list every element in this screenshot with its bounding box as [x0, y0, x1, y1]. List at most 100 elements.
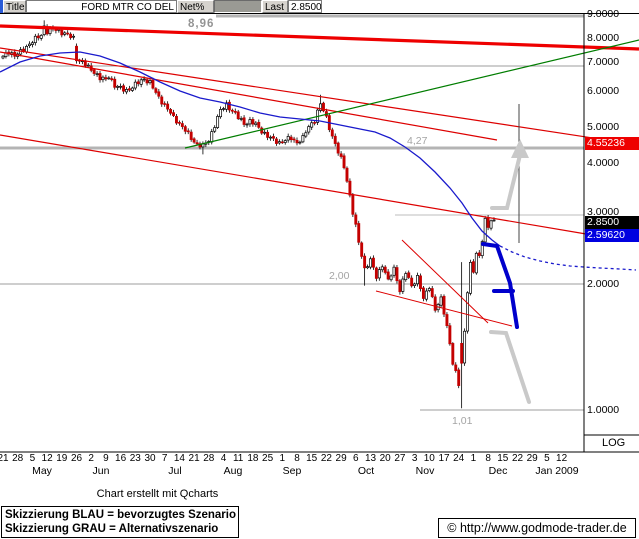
- week-tick-label: 4: [220, 453, 227, 464]
- candle-body: [421, 287, 425, 299]
- candle-body: [101, 76, 105, 81]
- candle-body: [304, 132, 308, 137]
- last-button[interactable]: Last: [262, 0, 288, 13]
- week-tick-label: 9: [103, 453, 109, 464]
- candle-body: [104, 77, 108, 80]
- trend-line-major-downtrend: [0, 24, 639, 51]
- candle-body: [33, 35, 37, 44]
- candle-body: [286, 136, 290, 141]
- candle-body: [245, 123, 249, 126]
- week-tick-label: 1: [470, 453, 477, 464]
- price-badge: 2.8500: [585, 216, 639, 229]
- week-tick-label: 15: [497, 453, 509, 464]
- candle-body: [307, 126, 311, 133]
- candle-body: [451, 343, 455, 365]
- candle-body: [433, 296, 437, 311]
- week-tick-label: 6: [353, 453, 359, 464]
- candle-body: [142, 78, 146, 81]
- candle-body: [369, 258, 372, 268]
- month-label: Jan 2009: [535, 465, 579, 477]
- candle-body: [398, 280, 402, 293]
- price-label: 7.0000: [587, 56, 620, 68]
- candle-body: [107, 77, 111, 80]
- candles: [1, 20, 496, 409]
- candle-body: [348, 180, 352, 196]
- week-tick-label: 20: [379, 453, 391, 464]
- candle-body: [322, 102, 325, 112]
- candle-body: [251, 119, 255, 125]
- candle-body: [248, 119, 252, 125]
- candle-body: [442, 295, 446, 315]
- last-value-field[interactable]: 2.8500: [288, 0, 322, 13]
- level-annotation: 2,00: [329, 270, 350, 282]
- candle-body: [175, 115, 178, 124]
- candle-body: [257, 121, 261, 128]
- moving-average-line: [0, 51, 501, 247]
- trend-line-support-ascending: [184, 39, 639, 149]
- week-tick-label: 5: [544, 453, 550, 464]
- legend-blue-scenario: Skizzierung BLAU = bevorzugtes Szenario: [5, 509, 237, 521]
- candle-body: [195, 142, 199, 145]
- candle-body: [130, 87, 134, 91]
- candle-body: [183, 126, 187, 132]
- candle-body: [92, 69, 96, 74]
- log-scale-label: LOG: [602, 437, 626, 449]
- gray-scenario-arrow: [490, 153, 522, 210]
- candle-body: [477, 252, 481, 256]
- moving-average-projection: [499, 245, 637, 271]
- toolbar: Title FORD MTR CO DEL Net% Last 2.8500: [0, 0, 639, 14]
- candle-body: [419, 275, 422, 289]
- blue-scenario-sketch: [481, 242, 519, 329]
- candle-body: [254, 122, 258, 126]
- candle-body: [427, 288, 431, 291]
- candle-body: [127, 88, 131, 91]
- candle-body: [133, 81, 137, 89]
- candle-body: [439, 296, 443, 306]
- candle-body: [277, 141, 281, 144]
- week-tick-label: 24: [453, 453, 465, 464]
- title-button[interactable]: Title: [3, 0, 26, 13]
- candle-body: [283, 140, 287, 143]
- candle-body: [289, 136, 293, 140]
- candle-body: [313, 122, 317, 124]
- gray-scenario-arrowhead: [511, 139, 529, 158]
- price-badge: 2.59620: [585, 229, 639, 242]
- candle-body: [272, 136, 275, 139]
- candle-body: [483, 217, 487, 243]
- copyright-link[interactable]: © http://www.godmode-trader.de: [438, 518, 636, 538]
- window-edge: [0, 0, 3, 13]
- candle-body: [492, 219, 496, 222]
- candle-body: [166, 103, 170, 110]
- candle-body: [386, 271, 390, 280]
- chart-credit: Chart erstellt mit Qcharts: [96, 488, 219, 500]
- week-tick-label: 13: [364, 453, 377, 464]
- candle-body: [410, 277, 414, 287]
- candle-body: [274, 138, 278, 144]
- week-tick-label: 29: [526, 453, 538, 464]
- week-tick-label: 11: [232, 453, 244, 464]
- candle-body: [169, 109, 173, 114]
- week-tick-label: 18: [247, 453, 259, 464]
- week-tick-label: 10: [423, 453, 435, 464]
- candle-body: [395, 267, 399, 282]
- trend-line-wedge-upper: [401, 239, 489, 324]
- candle-body: [216, 116, 220, 128]
- month-label: Aug: [223, 465, 243, 477]
- candle-body: [36, 35, 40, 39]
- month-label: Jul: [168, 465, 182, 477]
- net-percent-button[interactable]: Net%: [177, 0, 214, 13]
- candle-body: [66, 32, 70, 35]
- candle-body: [145, 79, 149, 84]
- candle-body: [157, 91, 161, 97]
- candle-body: [148, 80, 152, 84]
- symbol-field[interactable]: FORD MTR CO DEL: [26, 0, 177, 13]
- candle-body: [210, 131, 214, 143]
- candle-body: [39, 35, 43, 39]
- candle-body: [469, 262, 472, 294]
- candle-body: [445, 314, 449, 327]
- candle-body: [213, 127, 217, 132]
- price-label: 2.0000: [587, 278, 620, 290]
- candle-body: [448, 325, 452, 345]
- candle-body: [377, 269, 381, 279]
